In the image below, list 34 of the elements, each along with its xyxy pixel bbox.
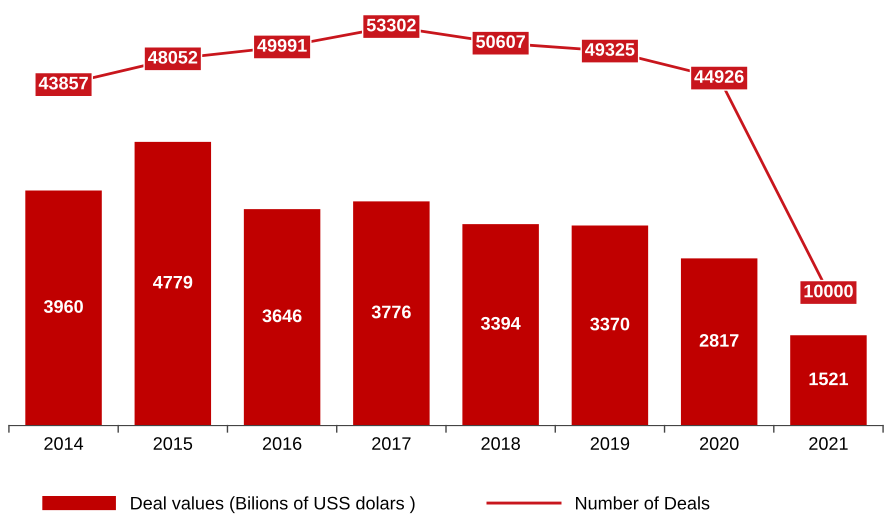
- bar: [353, 201, 430, 426]
- data-label: 49991: [257, 39, 307, 52]
- x-tick-label: 2019: [590, 437, 630, 450]
- x-tick-label: 2018: [481, 437, 520, 450]
- data-label: 43857: [38, 76, 88, 90]
- data-label: 2817: [700, 334, 738, 347]
- bar: [462, 224, 539, 426]
- legend-label: Number of Deals: [576, 496, 710, 510]
- x-tick-label: 2020: [700, 437, 739, 450]
- bar: [25, 190, 102, 426]
- data-label: 3394: [480, 316, 521, 330]
- legend-label: Deal values (Bilions of USS dolars ): [131, 496, 415, 514]
- x-tick-label: 2015: [154, 437, 192, 450]
- data-label: 44926: [694, 70, 744, 83]
- data-label: 53302: [366, 18, 416, 32]
- bar: [572, 226, 648, 426]
- data-label: 4779: [153, 276, 192, 289]
- data-label: 3646: [262, 309, 302, 322]
- bar: [134, 142, 212, 426]
- data-label: 48052: [148, 50, 198, 64]
- data-label: 10000: [804, 284, 853, 298]
- bar: [790, 335, 867, 426]
- data-label: 3960: [44, 300, 83, 313]
- data-label: 3370: [590, 318, 630, 330]
- data-label: 3776: [372, 306, 411, 318]
- data-label: 1521: [810, 372, 848, 386]
- x-tick-label: 2016: [262, 437, 302, 450]
- bar: [244, 209, 320, 426]
- x-tick-label: 2017: [372, 437, 411, 450]
- x-tick-label: 2021: [809, 437, 848, 450]
- data-label: 49325: [585, 43, 635, 56]
- bar: [680, 258, 758, 426]
- x-tick-label: 2014: [44, 437, 84, 450]
- data-label: 50607: [476, 35, 525, 48]
